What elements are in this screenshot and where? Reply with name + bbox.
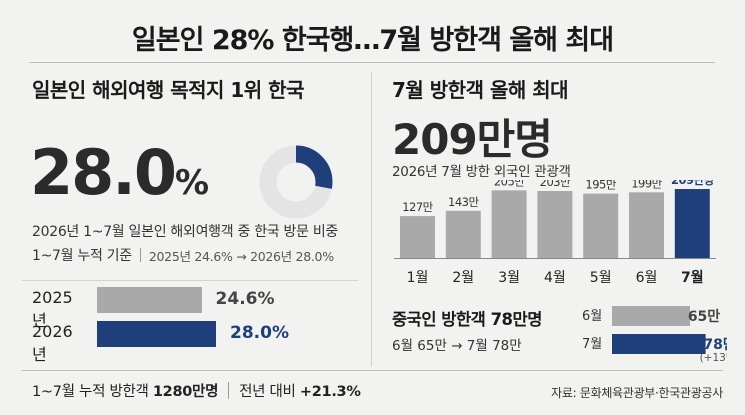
month-bar <box>629 192 664 258</box>
yoy-stat: 전년 대비 +21.3% <box>239 384 361 400</box>
bar-section-divider <box>22 280 358 281</box>
month-tick-label: 2월 <box>452 270 474 286</box>
source-note: 자료: 문화체육관광부·한국관광공사 <box>551 386 723 400</box>
share-bar-label: 2026년 <box>32 322 73 364</box>
china-change-text: 6월 65만 → 7월 78만 <box>392 338 522 354</box>
month-tick-label: 7월 <box>681 269 704 286</box>
share-bar <box>97 321 216 347</box>
donut-korea-slice <box>259 145 333 219</box>
share-unit: % <box>174 163 210 203</box>
month-tick-label: 5월 <box>590 270 612 286</box>
share-bar-label: 2025년 <box>32 288 73 330</box>
month-bar <box>400 216 435 258</box>
china-heading: 중국인 방한객 78만명 <box>392 310 542 329</box>
month-tick-label: 4월 <box>544 270 566 286</box>
share-bar-value: 28.0% <box>230 323 289 343</box>
month-bar-value: 209만명 <box>671 180 714 187</box>
month-bar <box>674 189 710 258</box>
share-donut-chart <box>259 145 333 219</box>
china-bar-label: 7월 <box>582 337 602 352</box>
left-heading: 일본인 해외여행 목적지 1위 한국 <box>32 78 304 102</box>
month-tick-label: 3월 <box>498 270 520 286</box>
month-bar-value: 143만 <box>448 195 479 209</box>
cumulative-stat: 1~7월 누적 방한객 1280만명 <box>32 384 219 400</box>
month-bar <box>537 191 573 258</box>
month-bar-value: 195만 <box>585 180 616 192</box>
month-bar <box>491 190 527 258</box>
china-bar <box>612 334 706 354</box>
footer-separator <box>228 382 230 399</box>
month-tick-label: 1월 <box>407 270 429 286</box>
month-bar <box>583 193 619 258</box>
basis-separator <box>139 248 141 262</box>
visitor-count: 209만명 <box>392 115 553 164</box>
month-bar-value: 205만 <box>494 180 525 188</box>
page-title: 일본인 28% 한국행…7월 방한객 올해 최대 <box>131 25 614 56</box>
column-divider <box>371 72 372 367</box>
footer-summary: 1~7월 누적 방한객 1280만명 전년 대비 +21.3% <box>32 380 361 401</box>
china-bar-label: 6월 <box>582 309 602 324</box>
share-bar <box>97 287 202 313</box>
china-bar <box>612 306 690 326</box>
basis-line: 1~7월 누적 기준 2025년 24.6% → 2026년 28.0% <box>32 245 334 265</box>
comparison-text: 2025년 24.6% → 2026년 28.0% <box>148 248 334 264</box>
month-bar-value: 203만 <box>540 180 571 189</box>
chart-caption: 2026년 7월 방한 외국인 관광객 <box>392 164 571 180</box>
footer-divider <box>22 370 723 371</box>
basis-label: 1~7월 누적 기준 <box>32 248 132 264</box>
share-description: 2026년 1~7월 일본인 해외여행객 중 한국 방문 비중 <box>32 224 338 240</box>
month-bar-value: 199만 <box>631 180 662 190</box>
month-bar-value: 127만 <box>402 200 433 214</box>
china-diff-label: (+13만) <box>700 352 727 364</box>
china-visitors-bar-chart: 6월 65만 7월 78만(+13만) <box>582 306 727 364</box>
china-bar-value: 65만 <box>688 309 720 325</box>
title-divider <box>30 62 715 63</box>
month-tick-label: 6월 <box>636 270 658 286</box>
share-figure: 28.0% <box>30 136 209 209</box>
monthly-visitors-bar-chart: 127만 1월 143만 2월 205만 3월 203만 4월 195만 5월 199만 6월 209만… <box>394 180 716 286</box>
share-number: 28.0 <box>30 136 177 209</box>
right-heading: 7월 방한객 올해 최대 <box>392 78 569 102</box>
share-bar-value: 24.6% <box>215 289 275 309</box>
month-bar <box>445 210 481 258</box>
china-bar-value: 78만 <box>703 337 727 353</box>
